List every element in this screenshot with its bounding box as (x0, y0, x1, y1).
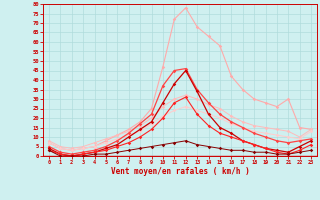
X-axis label: Vent moyen/en rafales ( km/h ): Vent moyen/en rafales ( km/h ) (111, 167, 249, 176)
